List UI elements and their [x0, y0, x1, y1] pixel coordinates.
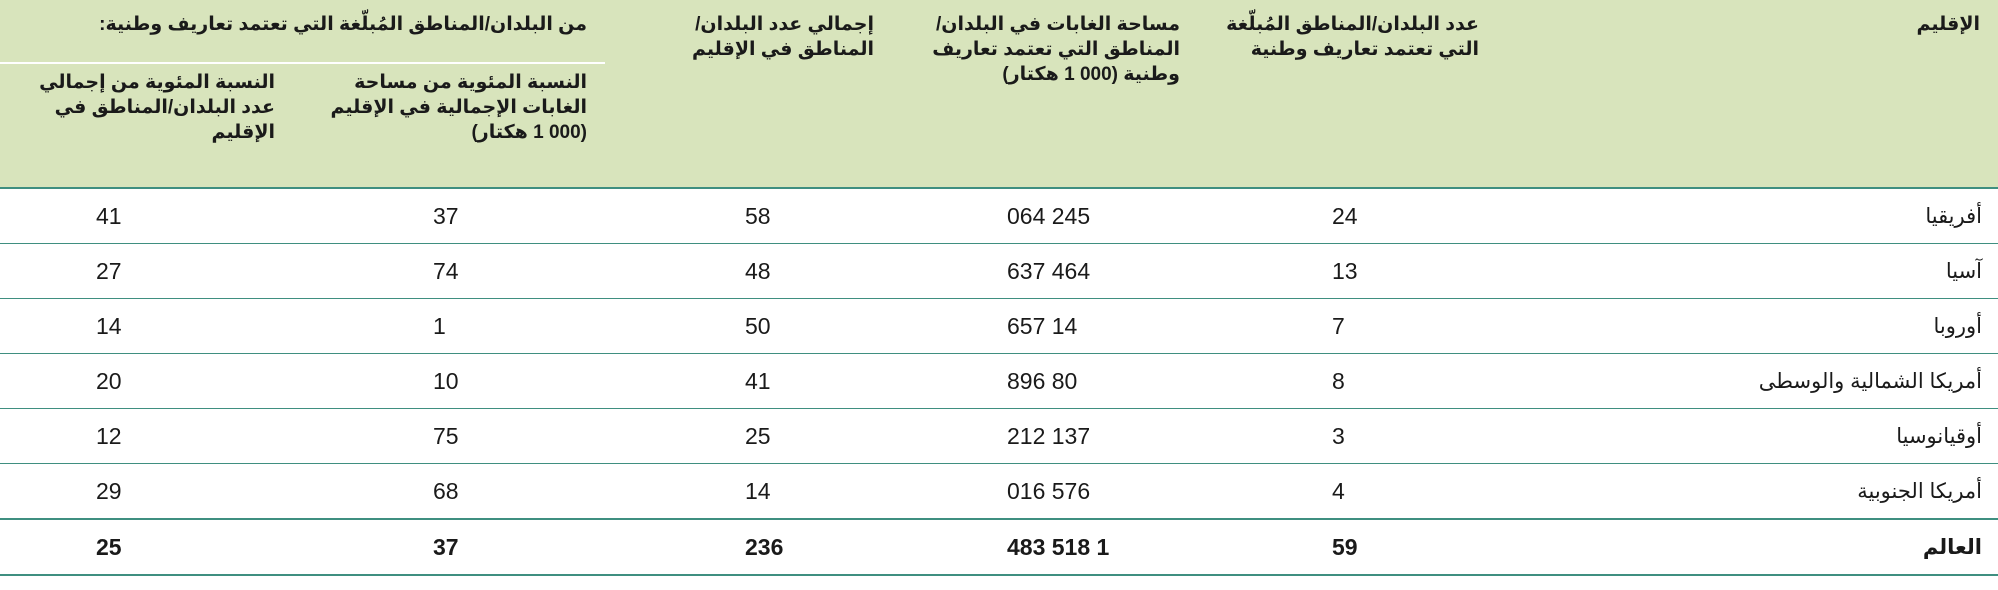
value-cell: 59 [1198, 518, 1497, 576]
value-cell: 1 518 483 [892, 518, 1198, 576]
value-cell: 24 [1198, 188, 1497, 244]
value-cell: 10 [293, 353, 605, 409]
value-cell: 1 [293, 298, 605, 354]
header-cell: النسبة المئوية من مساحة الغابات الإجمالي… [293, 63, 605, 188]
value-cell: 80 896 [892, 353, 1198, 409]
value-cell: 25 [0, 518, 293, 576]
value-cell: 74 [293, 243, 605, 299]
region-cell: أوروبا [1497, 298, 1998, 354]
header-cell: عدد البلدان/المناطق المُبلّغة التي تعتمد… [1198, 0, 1497, 188]
group-header: من البلدان/المناطق المُبلّغة التي تعتمد … [0, 0, 605, 64]
region-cell: العالم [1497, 518, 1998, 576]
value-cell: 14 [0, 298, 293, 354]
region-cell: أفريقيا [1497, 188, 1998, 244]
value-cell: 236 [605, 518, 892, 576]
table-header: الإقليم عدد البلدان/المناطق المُبلّغة ال… [0, 0, 1998, 188]
table-row: أمريكا الجنوبية 4 576 016 14 68 29 [0, 463, 1998, 520]
value-cell: 25 [605, 408, 892, 464]
table-body: أفريقيا 24 245 064 58 37 41 آسيا 13 464 637 48 74 2… [0, 188, 1998, 576]
total-row: العالم 59 1 518 483 236 37 25 [0, 518, 1998, 576]
value-cell: 37 [293, 518, 605, 576]
value-cell: 48 [605, 243, 892, 299]
header-cell: النسبة المئوية من إجمالي عدد البلدان/الم… [0, 63, 293, 188]
value-cell: 27 [0, 243, 293, 299]
table-row: أفريقيا 24 245 064 58 37 41 [0, 188, 1998, 244]
value-cell: 576 016 [892, 463, 1198, 520]
table-row: أوروبا 7 14 657 50 1 14 [0, 298, 1998, 354]
value-cell: 75 [293, 408, 605, 464]
value-cell: 245 064 [892, 188, 1198, 244]
region-cell: أمريكا الشمالية والوسطى [1497, 353, 1998, 409]
value-cell: 8 [1198, 353, 1497, 409]
value-cell: 14 [605, 463, 892, 520]
value-cell: 14 657 [892, 298, 1198, 354]
region-cell: آسيا [1497, 243, 1998, 299]
table-row: أوقيانوسيا 3 137 212 25 75 12 [0, 408, 1998, 464]
value-cell: 50 [605, 298, 892, 354]
region-cell: أوقيانوسيا [1497, 408, 1998, 464]
header-cell: الإقليم [1497, 0, 1998, 188]
region-cell: أمريكا الجنوبية [1497, 463, 1998, 520]
value-cell: 4 [1198, 463, 1497, 520]
value-cell: 29 [0, 463, 293, 520]
value-cell: 464 637 [892, 243, 1198, 299]
value-cell: 41 [605, 353, 892, 409]
table-row: آسيا 13 464 637 48 74 27 [0, 243, 1998, 299]
value-cell: 20 [0, 353, 293, 409]
value-cell: 13 [1198, 243, 1497, 299]
value-cell: 68 [293, 463, 605, 520]
value-cell: 12 [0, 408, 293, 464]
data-table: الإقليم عدد البلدان/المناطق المُبلّغة ال… [0, 0, 1998, 576]
value-cell: 58 [605, 188, 892, 244]
value-cell: 137 212 [892, 408, 1198, 464]
header-cell: إجمالي عدد البلدان/المناطق في الإقليم [605, 0, 892, 188]
header-cell: مساحة الغابات في البلدان/ المناطق التي ت… [892, 0, 1198, 188]
table-row: أمريكا الشمالية والوسطى 8 80 896 41 10 20 [0, 353, 1998, 409]
value-cell: 37 [293, 188, 605, 244]
value-cell: 41 [0, 188, 293, 244]
value-cell: 3 [1198, 408, 1497, 464]
value-cell: 7 [1198, 298, 1497, 354]
